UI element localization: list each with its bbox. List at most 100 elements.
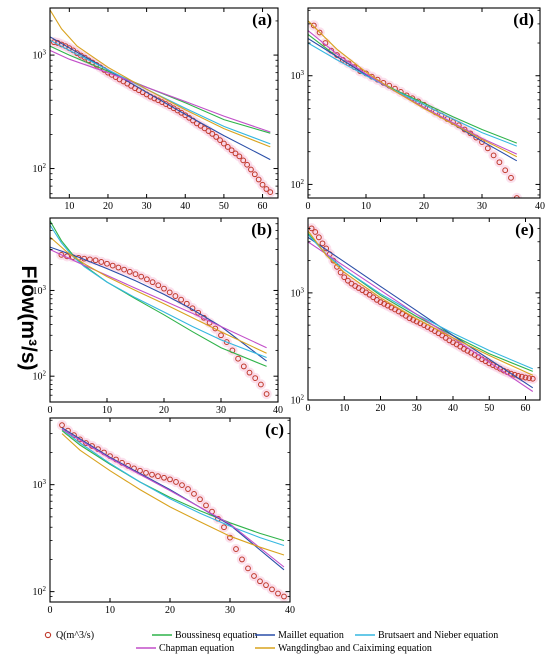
observed-point (77, 436, 83, 443)
observed-shade (278, 591, 290, 602)
observed-point (185, 486, 191, 492)
observed-shade (230, 543, 242, 555)
observed-point (518, 373, 525, 380)
panel-label: (e) (515, 220, 534, 239)
observed-point (281, 593, 287, 600)
panel-label: (c) (265, 420, 284, 439)
observed-point (259, 181, 266, 188)
legend-label: Wangdingbao and Caiximing equation (278, 643, 432, 654)
y-tick-label: 102 (291, 178, 305, 191)
observed-shade (494, 157, 505, 168)
observed-point (179, 482, 185, 489)
observed-point (263, 391, 270, 397)
observed-point (205, 128, 212, 134)
x-tick-label: 10 (105, 605, 115, 616)
plot-frame (49, 217, 279, 403)
panel-a: 10 20 30 40 50 60 102 103 (a) (33, 7, 279, 212)
x-tick-label: 30 (142, 201, 152, 212)
brutsaert-curve (50, 224, 267, 359)
observed-points (56, 249, 272, 400)
y-tick-label: 103 (33, 49, 47, 62)
x-tick-label: 20 (103, 201, 113, 212)
model-curves (308, 230, 534, 392)
legend-label: Boussinesq equation (175, 630, 258, 641)
y-tick-label: 102 (33, 370, 47, 383)
panel-d: 0 10 20 30 40 102 103 (d) (291, 7, 545, 212)
observed-point (496, 159, 503, 166)
observed-point (155, 473, 161, 480)
wangdingbao-curve (50, 9, 271, 148)
x-tick-label: 40 (535, 201, 545, 212)
observed-point (59, 422, 65, 429)
observed-point (508, 370, 514, 377)
observed-point (233, 546, 239, 552)
model-curves (61, 427, 285, 571)
observed-shade (242, 563, 254, 574)
observed-point (58, 251, 65, 258)
legend: Q(m^3/s) Boussinesq equation Maillet equat… (44, 630, 498, 654)
observed-point (132, 271, 139, 278)
boussinesq-curve (308, 232, 534, 372)
maillet-curve (61, 427, 285, 571)
x-tick-label: 60 (258, 201, 268, 212)
x-tick-label: 30 (477, 201, 487, 212)
observed-point (161, 285, 167, 292)
observed-point (251, 573, 257, 579)
y-tick-label: 103 (33, 478, 47, 491)
observed-point (166, 289, 173, 296)
wangdingbao-curve (308, 230, 534, 376)
observed-point (312, 229, 319, 235)
chapman-curve (308, 241, 534, 392)
observed-point (143, 469, 149, 476)
observed-point (126, 268, 133, 275)
chapman-curve (50, 249, 267, 349)
observed-point (221, 524, 227, 531)
observed-point (104, 260, 110, 267)
x-tick-label: 40 (448, 403, 458, 414)
legend-marker (44, 631, 52, 639)
observed-point (50, 39, 57, 46)
observed-point (155, 282, 162, 289)
legend-item-wangdingbao: Wangdingbao and Caiximing equation (255, 643, 432, 654)
observed-point (502, 167, 509, 174)
observed-point (224, 144, 231, 150)
x-tick-label: 20 (376, 403, 386, 414)
observed-point (267, 189, 274, 195)
observed-point (218, 332, 224, 339)
x-tick-label: 0 (48, 605, 53, 616)
observed-point (275, 590, 281, 597)
observed-point (310, 22, 317, 29)
observed-point (83, 440, 89, 446)
panel-e: 0 10 20 30 40 50 60 102 103 (e) (291, 217, 541, 414)
observed-point (173, 479, 179, 485)
observed-point (213, 134, 220, 140)
maillet-curve (50, 36, 271, 161)
x-tick-label: 10 (361, 201, 371, 212)
observed-points (56, 419, 290, 602)
observed-point (209, 130, 216, 137)
observed-point (251, 171, 258, 178)
observed-point (252, 375, 259, 382)
observed-point (246, 369, 253, 376)
x-tick-label: 30 (225, 605, 235, 616)
model-curves (50, 9, 271, 161)
observed-point (167, 476, 173, 483)
observed-point (92, 257, 99, 264)
observed-point (255, 176, 262, 183)
x-tick-label: 10 (102, 405, 112, 416)
legend-item-chapman: Chapman equation (136, 643, 234, 654)
chapman-curve (61, 428, 285, 568)
observed-point (203, 502, 209, 509)
observed-shade (488, 150, 499, 161)
observed-point (263, 186, 270, 192)
observed-point (337, 269, 344, 276)
observed-point (223, 339, 230, 345)
x-tick-label: 30 (216, 405, 226, 416)
model-curves (308, 20, 518, 162)
x-tick-label: 30 (412, 403, 422, 414)
observed-point (244, 161, 250, 168)
observed-point (344, 277, 351, 284)
observed-point (508, 174, 514, 181)
